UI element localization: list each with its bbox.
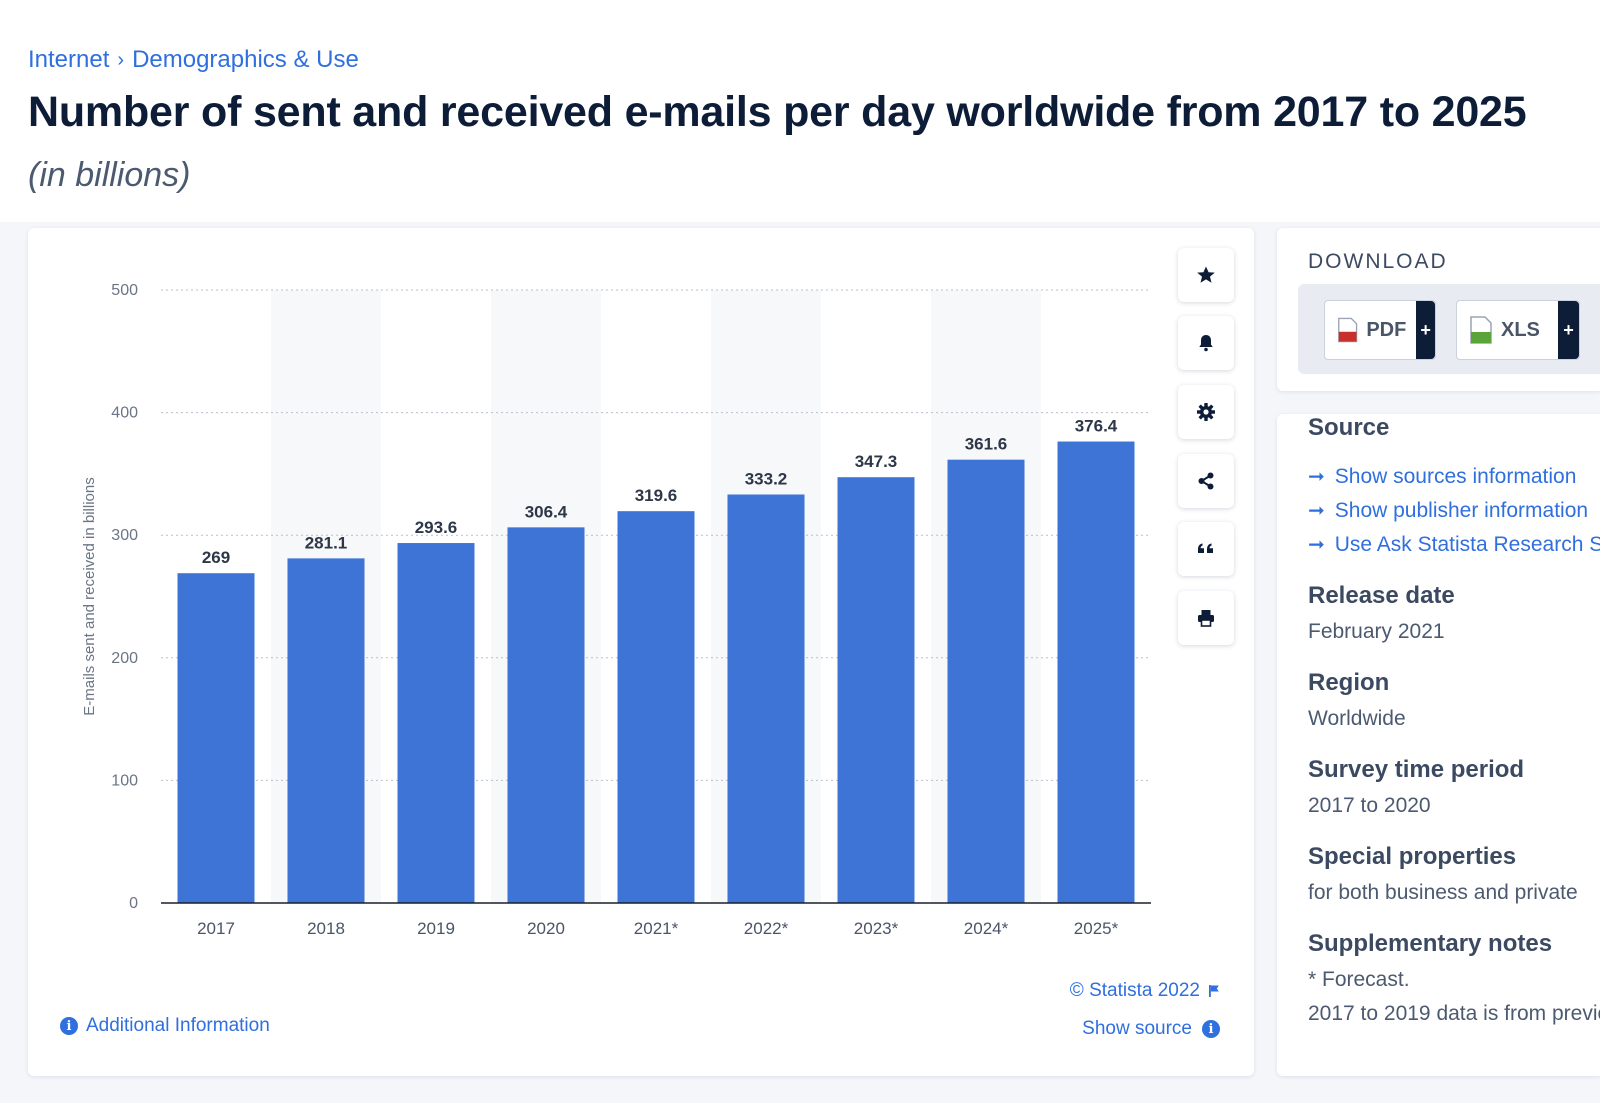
page-title: Number of sent and received e-mails per … bbox=[28, 88, 1527, 136]
link-label: Show publisher information bbox=[1334, 498, 1589, 522]
arrow-right-icon: ➞ bbox=[1308, 466, 1325, 488]
y-axis-title: E-mails sent and received in billions bbox=[81, 477, 98, 715]
cite-button[interactable] bbox=[1178, 522, 1234, 576]
bar-chart: 0 100 200 300 400 500 E-mails sent and receive… bbox=[81, 282, 1151, 938]
arrow-right-icon: ➞ bbox=[1308, 500, 1325, 522]
bar bbox=[287, 558, 365, 903]
link-label: Show sources information bbox=[1334, 464, 1577, 488]
xls-plus-icon: + bbox=[1558, 301, 1579, 359]
flag-icon bbox=[1209, 985, 1219, 997]
header-band bbox=[0, 0, 1600, 222]
copyright-link[interactable]: © Statista 2022 bbox=[1070, 980, 1220, 1002]
data-label: 347.3 bbox=[855, 452, 898, 471]
breadcrumb-internet[interactable]: Internet bbox=[28, 46, 110, 73]
favorite-button[interactable] bbox=[1178, 248, 1234, 302]
show-source-link[interactable]: Show source i bbox=[1082, 1018, 1220, 1040]
show-publisher-link[interactable]: ➞ Show publisher information bbox=[1308, 498, 1588, 523]
special-properties-value: for both business and private bbox=[1308, 881, 1578, 904]
link-label: Use Ask Statista Research Service bbox=[1334, 532, 1600, 556]
breadcrumb-demographics[interactable]: Demographics & Use bbox=[132, 46, 359, 73]
y-tick-label: 400 bbox=[111, 405, 138, 422]
x-tick-label: 2020 bbox=[527, 919, 565, 938]
x-tick-label: 2021* bbox=[634, 919, 679, 938]
region-value: Worldwide bbox=[1308, 707, 1406, 730]
page-subtitle: (in billions) bbox=[28, 156, 191, 194]
data-label: 293.6 bbox=[415, 518, 458, 537]
bar bbox=[177, 573, 255, 903]
breadcrumb: Internet › Demographics & Use bbox=[28, 46, 359, 74]
notification-button[interactable] bbox=[1178, 316, 1234, 370]
x-tick-label: 2022* bbox=[744, 919, 789, 938]
supplementary-notes-line-2: 2017 to 2019 data is from previous bbox=[1308, 1002, 1600, 1025]
statistic-details-panel: Source ➞ Show sources information ➞ Show… bbox=[1277, 414, 1600, 1076]
download-buttons: PDF + XLS + bbox=[1298, 284, 1600, 374]
share-button[interactable] bbox=[1178, 454, 1234, 508]
gear-icon bbox=[1197, 403, 1215, 421]
additional-information-label: Additional Information bbox=[86, 1015, 270, 1036]
settings-button[interactable] bbox=[1178, 385, 1234, 439]
share-icon bbox=[1198, 472, 1214, 490]
bar bbox=[507, 527, 585, 903]
info-icon: i bbox=[1202, 1020, 1220, 1038]
show-sources-link[interactable]: ➞ Show sources information bbox=[1308, 464, 1576, 489]
show-source-label: Show source bbox=[1082, 1018, 1192, 1039]
x-tick-label: 2017 bbox=[197, 919, 235, 938]
data-label: 333.2 bbox=[745, 469, 788, 488]
download-title: DOWNLOAD bbox=[1308, 250, 1448, 273]
y-tick-label: 100 bbox=[111, 772, 138, 789]
print-button[interactable] bbox=[1178, 591, 1234, 645]
survey-period-value: 2017 to 2020 bbox=[1308, 794, 1431, 817]
special-properties-label: Special properties bbox=[1308, 843, 1517, 870]
copyright-text: © Statista 2022 bbox=[1069, 980, 1200, 1001]
download-xls-button[interactable]: XLS + bbox=[1456, 300, 1580, 360]
bar bbox=[1057, 441, 1135, 903]
bar bbox=[837, 477, 915, 903]
data-label: 269 bbox=[202, 548, 230, 567]
y-tick-label: 300 bbox=[111, 527, 138, 544]
region-label: Region bbox=[1308, 669, 1390, 696]
x-tick-label: 2025* bbox=[1074, 919, 1119, 938]
pdf-label: PDF bbox=[1366, 318, 1407, 341]
y-tick-label: 500 bbox=[111, 282, 138, 299]
x-tick-label: 2018 bbox=[307, 919, 345, 938]
source-heading: Source bbox=[1308, 414, 1390, 441]
xls-label: XLS bbox=[1501, 318, 1540, 341]
ask-statista-link[interactable]: ➞ Use Ask Statista Research Service bbox=[1308, 532, 1600, 557]
bar bbox=[947, 459, 1025, 903]
star-icon bbox=[1197, 266, 1215, 283]
bar bbox=[617, 511, 695, 903]
additional-information-link[interactable]: i Additional Information bbox=[60, 1015, 270, 1037]
chart-card: 0 100 200 300 400 500 E-mails sent and receive… bbox=[28, 228, 1254, 1076]
download-pdf-button[interactable]: PDF + bbox=[1324, 300, 1436, 360]
data-label: 281.1 bbox=[305, 533, 348, 552]
x-tick-label: 2023* bbox=[854, 919, 899, 938]
quote-icon bbox=[1198, 543, 1213, 553]
breadcrumb-separator: › bbox=[117, 48, 125, 71]
data-label: 319.6 bbox=[635, 486, 678, 505]
release-date-label: Release date bbox=[1308, 582, 1455, 609]
release-date-value: February 2021 bbox=[1308, 620, 1445, 643]
supplementary-notes-label: Supplementary notes bbox=[1308, 930, 1553, 957]
supplementary-notes-line-1: * Forecast. bbox=[1308, 968, 1410, 991]
y-tick-label: 0 bbox=[129, 895, 138, 912]
download-panel: DOWNLOAD PDF + XLS + bbox=[1277, 228, 1600, 391]
bar bbox=[727, 494, 805, 903]
arrow-right-icon: ➞ bbox=[1308, 534, 1325, 556]
bell-icon bbox=[1199, 335, 1213, 352]
info-icon: i bbox=[60, 1017, 78, 1035]
data-label: 376.4 bbox=[1075, 417, 1118, 436]
pdf-plus-icon: + bbox=[1416, 301, 1435, 359]
x-tick-label: 2019 bbox=[417, 919, 455, 938]
print-icon bbox=[1198, 610, 1214, 627]
x-tick-label: 2024* bbox=[964, 919, 1009, 938]
data-label: 306.4 bbox=[525, 502, 568, 521]
pdf-file-icon bbox=[1338, 317, 1358, 343]
survey-period-label: Survey time period bbox=[1308, 756, 1525, 783]
y-tick-label: 200 bbox=[111, 650, 138, 667]
bar bbox=[397, 543, 475, 903]
data-label: 361.6 bbox=[965, 435, 1008, 454]
xls-file-icon bbox=[1470, 316, 1492, 344]
